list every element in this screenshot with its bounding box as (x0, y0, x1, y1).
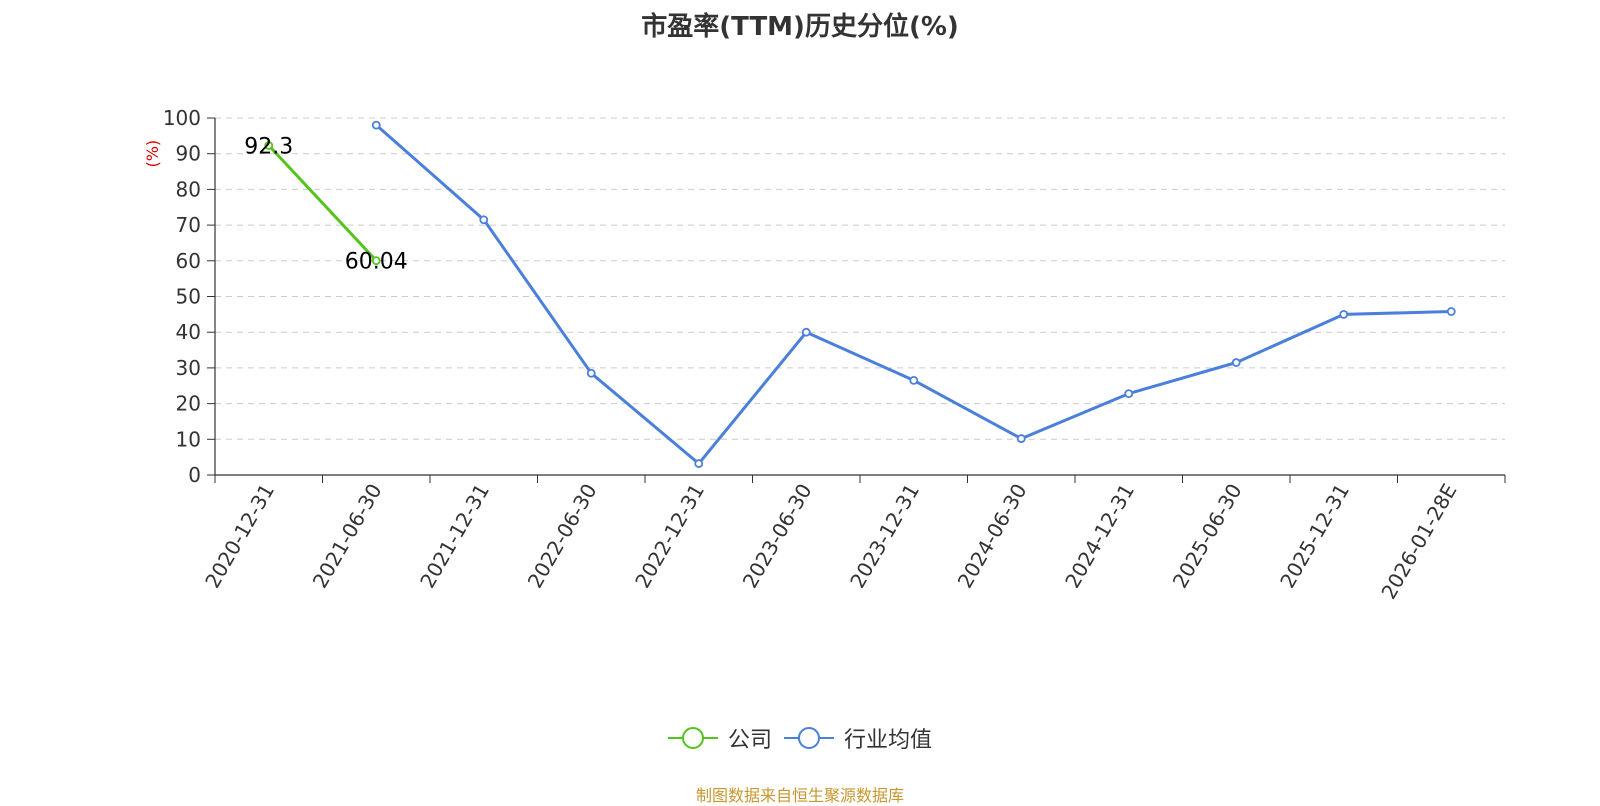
grid-lines (215, 117, 1505, 440)
series-line-1 (375, 123, 1452, 466)
y-tick-label: 0 (188, 463, 201, 487)
data-point (264, 141, 274, 150)
legend-item-industry-average[interactable]: 行业均值 (784, 722, 932, 754)
legend-industry-marker-icon (784, 727, 834, 749)
series-line-0 (267, 144, 378, 262)
series-lines (264, 120, 1456, 468)
data-point (909, 375, 919, 385)
data-labels: 92.3 60.04 (244, 134, 407, 274)
y-tick-label: 50 (176, 285, 201, 309)
legend-company-marker-icon (667, 727, 718, 749)
x-tick-label: 2021-12-31 (415, 480, 494, 593)
y-tick-label: 20 (176, 392, 201, 416)
y-tick-label: 90 (176, 142, 201, 166)
x-tick-label: 2024-06-30 (953, 480, 1032, 593)
x-tick-label: 2023-12-31 (845, 480, 924, 593)
legend-item-company[interactable]: 公司 (667, 722, 772, 754)
y-tick-label: 100 (163, 106, 201, 130)
data-point (1016, 434, 1026, 443)
y-tick-label: 60 (176, 249, 201, 273)
x-tick-label: 2020-12-31 (200, 480, 279, 593)
data-point (371, 256, 381, 266)
data-point (1231, 358, 1241, 367)
axes: 0 10 20 30 40 50 60 70 80 90 100 2020-12-31 2021-06-… (163, 106, 1506, 604)
data-point (371, 120, 381, 130)
x-tick-label: 2022-06-30 (523, 480, 602, 593)
y-tick-label: 70 (176, 213, 201, 237)
source-note: 制图数据来自恒生聚源数据库 (695, 786, 904, 805)
legend: 公司 行业均值 (0, 722, 1600, 754)
data-label: 60.04 (345, 250, 408, 275)
data-point (801, 327, 811, 337)
chart-title: 市盈率(TTM)历史分位(%) (641, 12, 959, 42)
data-point (1446, 307, 1456, 316)
x-tick-label: 2024-12-31 (1060, 480, 1139, 593)
y-axis-unit-label: (%) (143, 140, 162, 168)
data-label: 92.3 (244, 134, 293, 159)
y-tick-label: 30 (176, 356, 201, 380)
data-point (586, 368, 596, 378)
y-tick-label: 40 (176, 320, 201, 344)
x-tick-label: 2026-01-28E (1376, 480, 1461, 604)
legend-company-label: 公司 (727, 728, 772, 753)
data-point (1124, 389, 1134, 399)
x-tick-label: 2025-12-31 (1275, 480, 1354, 593)
x-tick-label: 2022-12-31 (630, 480, 709, 593)
data-point (479, 215, 489, 225)
x-tick-label: 2025-06-30 (1168, 480, 1247, 593)
x-tick-label: 2021-06-30 (308, 480, 387, 593)
x-tick-label: 2023-06-30 (738, 480, 817, 593)
legend-industry-label: 行业均值 (844, 728, 933, 753)
y-tick-label: 10 (176, 427, 201, 451)
data-point (694, 459, 704, 468)
y-tick-label: 80 (176, 177, 201, 201)
data-point (1339, 309, 1349, 319)
